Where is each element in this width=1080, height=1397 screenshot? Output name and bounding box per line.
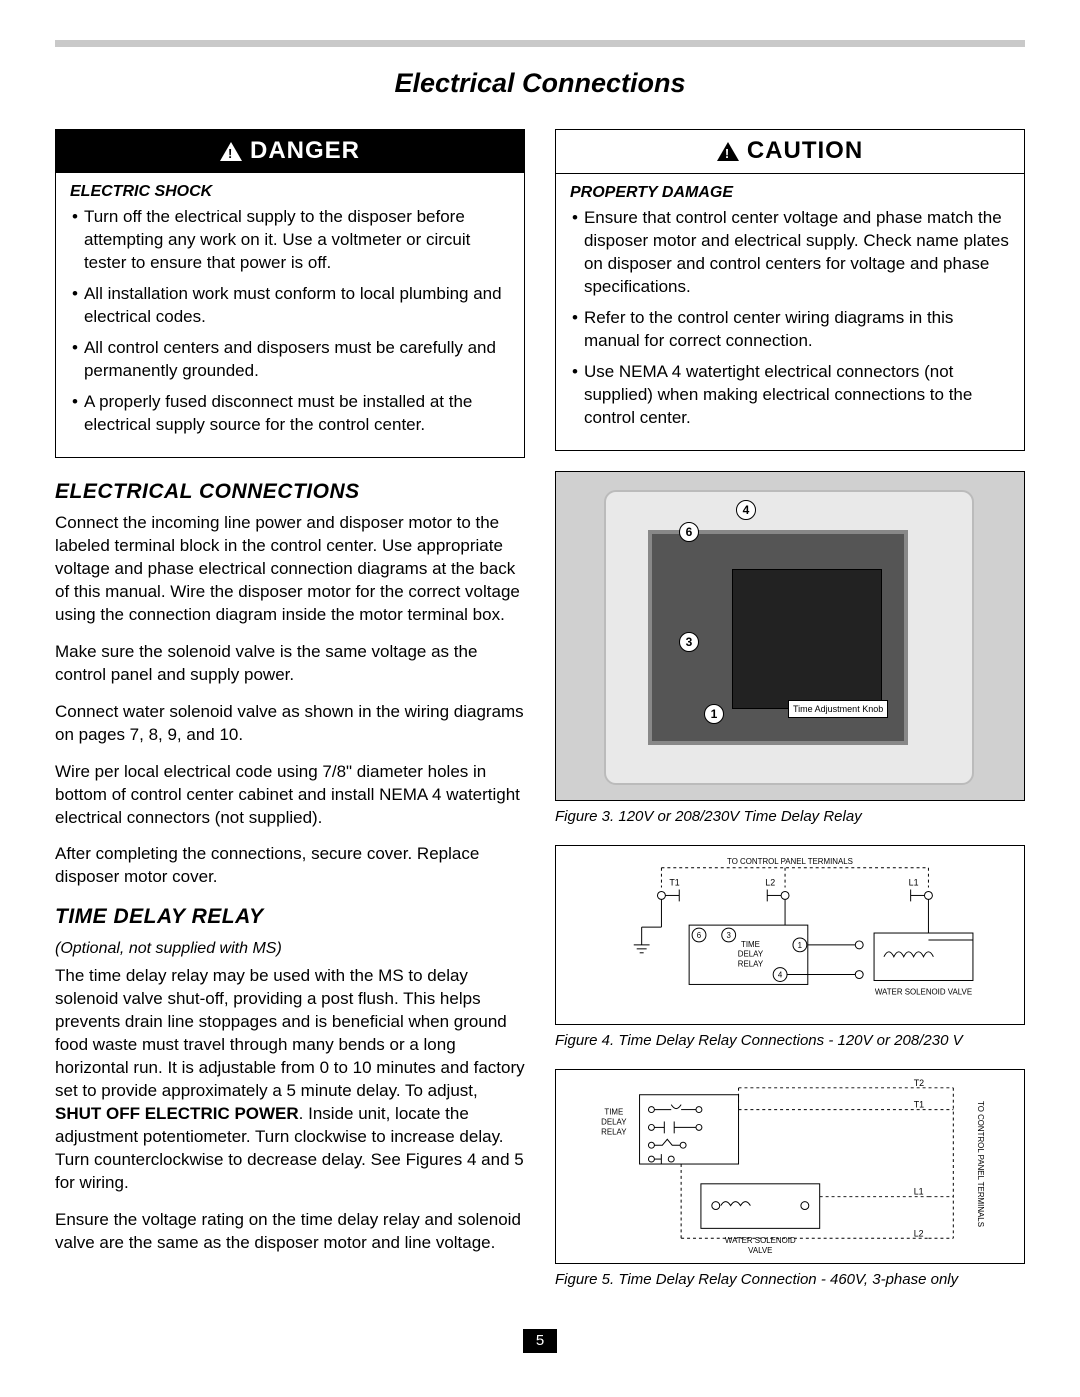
svg-text:WATER SOLENOID: WATER SOLENOID bbox=[725, 1237, 796, 1246]
svg-text:TIME: TIME bbox=[604, 1108, 623, 1117]
danger-item: All installation work must conform to lo… bbox=[70, 283, 510, 329]
caution-label: CAUTION bbox=[747, 135, 863, 167]
section-heading: TIME DELAY RELAY bbox=[55, 903, 525, 931]
section-subheading: (Optional, not supplied with MS) bbox=[55, 938, 525, 960]
svg-text:L2: L2 bbox=[765, 878, 775, 888]
body-text: The time delay relay may be used with th… bbox=[55, 965, 525, 1194]
figure-4-diagram: TO CONTROL PANEL TERMINALS T1 L2 L1 bbox=[555, 845, 1025, 1025]
danger-header: DANGER bbox=[56, 130, 524, 172]
danger-item: A properly fused disconnect must be inst… bbox=[70, 391, 510, 437]
svg-text:VALVE: VALVE bbox=[748, 1246, 772, 1255]
body-text: After completing the connections, secure… bbox=[55, 843, 525, 889]
callout-3: 3 bbox=[679, 632, 699, 652]
svg-text:TIME: TIME bbox=[741, 940, 760, 949]
body-text: Connect the incoming line power and disp… bbox=[55, 512, 525, 627]
danger-label: DANGER bbox=[250, 135, 360, 167]
caution-box: CAUTION PROPERTY DAMAGE Ensure that cont… bbox=[555, 129, 1025, 450]
svg-text:T2: T2 bbox=[914, 1078, 924, 1088]
figure-4-caption: Figure 4. Time Delay Relay Connections -… bbox=[555, 1031, 1025, 1051]
danger-item: Turn off the electrical supply to the di… bbox=[70, 206, 510, 275]
svg-text:DELAY: DELAY bbox=[601, 1118, 627, 1127]
section-heading: ELECTRICAL CONNECTIONS bbox=[55, 478, 525, 506]
body-text: Wire per local electrical code using 7/8… bbox=[55, 761, 525, 830]
caution-item: Refer to the control center wiring diagr… bbox=[570, 307, 1010, 353]
header-rule bbox=[55, 40, 1025, 47]
callout-6: 6 bbox=[679, 522, 699, 542]
knob-label: Time Adjustment Knob bbox=[788, 700, 888, 718]
callout-4: 4 bbox=[736, 500, 756, 520]
danger-item: All control centers and disposers must b… bbox=[70, 337, 510, 383]
svg-text:1: 1 bbox=[798, 941, 803, 950]
caution-subhead: PROPERTY DAMAGE bbox=[570, 182, 1010, 204]
warning-icon bbox=[220, 142, 242, 161]
svg-text:L1: L1 bbox=[914, 1187, 924, 1197]
svg-text:TO CONTROL PANEL TERMINALS: TO CONTROL PANEL TERMINALS bbox=[727, 857, 853, 866]
svg-text:RELAY: RELAY bbox=[738, 960, 764, 969]
caution-header: CAUTION bbox=[556, 130, 1024, 173]
figure-3-photo: 4 6 3 1 Time Adjustment Knob bbox=[555, 471, 1025, 801]
svg-text:L2: L2 bbox=[914, 1229, 924, 1239]
danger-box: DANGER ELECTRIC SHOCK Turn off the elect… bbox=[55, 129, 525, 457]
body-text: Make sure the solenoid valve is the same… bbox=[55, 641, 525, 687]
svg-text:3: 3 bbox=[726, 931, 731, 940]
caution-item: Use NEMA 4 watertight electrical connect… bbox=[570, 361, 1010, 430]
caution-item: Ensure that control center voltage and p… bbox=[570, 207, 1010, 299]
figure-5-caption: Figure 5. Time Delay Relay Connection - … bbox=[555, 1270, 1025, 1290]
figure-3-caption: Figure 3. 120V or 208/230V Time Delay Re… bbox=[555, 807, 1025, 827]
figure-5-diagram: TIME DELAY RELAY T2 T1 bbox=[555, 1069, 1025, 1264]
svg-text:RELAY: RELAY bbox=[601, 1128, 627, 1137]
svg-text:4: 4 bbox=[778, 971, 783, 980]
svg-text:T1: T1 bbox=[669, 878, 679, 888]
svg-text:TO CONTROL PANEL TERMINALS: TO CONTROL PANEL TERMINALS bbox=[976, 1101, 985, 1227]
callout-1: 1 bbox=[704, 704, 724, 724]
right-column: CAUTION PROPERTY DAMAGE Ensure that cont… bbox=[555, 129, 1025, 1308]
warning-icon bbox=[717, 142, 739, 161]
svg-text:L1: L1 bbox=[909, 878, 919, 888]
svg-text:DELAY: DELAY bbox=[738, 950, 764, 959]
page-number: 5 bbox=[523, 1329, 557, 1353]
svg-text:WATER SOLENOID VALVE: WATER SOLENOID VALVE bbox=[875, 987, 972, 996]
danger-subhead: ELECTRIC SHOCK bbox=[70, 181, 510, 203]
page-title: Electrical Connections bbox=[55, 65, 1025, 101]
body-text: Ensure the voltage rating on the time de… bbox=[55, 1209, 525, 1255]
left-column: DANGER ELECTRIC SHOCK Turn off the elect… bbox=[55, 129, 525, 1308]
body-text: Connect water solenoid valve as shown in… bbox=[55, 701, 525, 747]
svg-text:T1: T1 bbox=[914, 1100, 924, 1110]
svg-text:6: 6 bbox=[697, 931, 702, 940]
